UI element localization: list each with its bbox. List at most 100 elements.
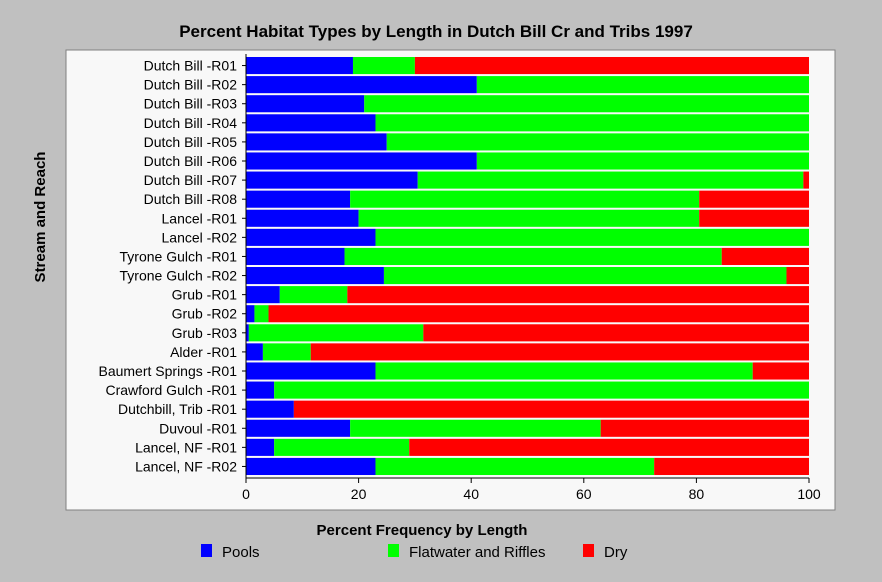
- y-tick-label: Dutch Bill -R03: [144, 96, 238, 112]
- y-tick-label: Baumert Springs -R01: [98, 363, 237, 379]
- bar-pools-0: [246, 57, 353, 75]
- y-tick-label: Dutch Bill -R02: [144, 77, 238, 93]
- bar-dry-6: [803, 171, 809, 189]
- legend-label-flatwater-and-riffles: Flatwater and Riffles: [409, 544, 545, 561]
- bar-flatwater-and-riffles-13: [254, 305, 269, 323]
- bar-pools-5: [246, 152, 477, 170]
- legend-swatch-pools: [201, 544, 212, 557]
- bar-flatwater-and-riffles-19: [350, 419, 601, 437]
- y-tick-label: Lancel, NF -R01: [135, 439, 237, 455]
- bar-dry-16: [752, 362, 809, 380]
- bar-flatwater-and-riffles-8: [358, 209, 700, 227]
- bar-pools-7: [246, 190, 351, 208]
- x-tick-label: 60: [576, 486, 592, 502]
- bar-dry-13: [268, 305, 809, 323]
- y-tick-label: Dutch Bill -R04: [144, 115, 238, 131]
- y-tick-label: Dutch Bill -R05: [144, 134, 238, 150]
- y-tick-label: Lancel, NF -R02: [135, 458, 237, 474]
- bar-pools-4: [246, 133, 387, 151]
- bar-flatwater-and-riffles-1: [476, 76, 809, 94]
- bar-flatwater-and-riffles-6: [417, 171, 804, 189]
- bar-dry-7: [699, 190, 809, 208]
- bar-dry-12: [347, 286, 809, 304]
- y-tick-label: Dutch Bill -R08: [144, 191, 238, 207]
- bar-pools-6: [246, 171, 418, 189]
- y-tick-label: Crawford Gulch -R01: [106, 382, 238, 398]
- bar-pools-12: [246, 286, 280, 304]
- bar-flatwater-and-riffles-7: [350, 190, 700, 208]
- legend-label-pools: Pools: [222, 544, 260, 561]
- y-tick-label: Lancel -R01: [162, 210, 238, 226]
- legend-swatch-flatwater-and-riffles: [388, 544, 399, 557]
- bar-flatwater-and-riffles-10: [344, 247, 722, 265]
- y-tick-label: Duvoul -R01: [159, 420, 237, 436]
- bar-flatwater-and-riffles-17: [274, 381, 809, 399]
- bar-flatwater-and-riffles-2: [364, 95, 809, 113]
- bar-flatwater-and-riffles-15: [262, 343, 311, 361]
- bar-flatwater-and-riffles-12: [279, 286, 348, 304]
- bar-pools-14: [246, 324, 249, 342]
- y-tick-label: Tyrone Gulch -R02: [120, 268, 238, 284]
- bar-dry-8: [699, 209, 809, 227]
- bar-pools-17: [246, 381, 275, 399]
- bar-pools-15: [246, 343, 263, 361]
- y-tick-labels: Dutch Bill -R01 Dutch Bill -R02 Dutch Bill…: [98, 58, 246, 474]
- bar-dry-21: [654, 457, 809, 475]
- bar-dry-0: [414, 57, 809, 75]
- x-tick-label: 20: [351, 486, 367, 502]
- bar-pools-19: [246, 419, 351, 437]
- y-tick-label: Alder -R01: [170, 344, 237, 360]
- bar-pools-9: [246, 228, 376, 246]
- bar-dry-20: [409, 438, 809, 456]
- x-tick-label: 40: [463, 486, 479, 502]
- x-axis-title: Percent Frequency by Length: [317, 522, 528, 539]
- y-tick-label: Dutch Bill -R07: [144, 172, 238, 188]
- x-tick-label: 100: [797, 486, 821, 502]
- bar-pools-20: [246, 438, 275, 456]
- bar-pools-18: [246, 400, 294, 418]
- bar-flatwater-and-riffles-11: [383, 267, 787, 285]
- bar-dry-11: [786, 267, 809, 285]
- bar-pools-1: [246, 76, 477, 94]
- chart-title: Percent Habitat Types by Length in Dutch…: [179, 22, 693, 41]
- bar-dry-15: [310, 343, 809, 361]
- bar-dry-19: [600, 419, 809, 437]
- bar-pools-13: [246, 305, 255, 323]
- bar-flatwater-and-riffles-20: [274, 438, 410, 456]
- y-tick-label: Dutch Bill -R01: [144, 58, 238, 74]
- plot-area: [246, 57, 810, 475]
- bar-pools-16: [246, 362, 376, 380]
- y-tick-label: Dutch Bill -R06: [144, 153, 238, 169]
- bar-flatwater-and-riffles-4: [386, 133, 809, 151]
- bar-pools-8: [246, 209, 359, 227]
- bar-flatwater-and-riffles-16: [375, 362, 753, 380]
- bar-flatwater-and-riffles-14: [248, 324, 424, 342]
- bar-flatwater-and-riffles-5: [476, 152, 809, 170]
- bar-pools-21: [246, 457, 376, 475]
- y-axis-title: Stream and Reach: [32, 152, 49, 283]
- x-axis: 0 20 40 60 80 100: [242, 54, 821, 502]
- y-tick-label: Tyrone Gulch -R01: [120, 248, 238, 264]
- x-tick-label: 80: [689, 486, 705, 502]
- bar-pools-10: [246, 247, 345, 265]
- bar-pools-2: [246, 95, 365, 113]
- legend-label-dry: Dry: [604, 544, 628, 561]
- bar-dry-18: [293, 400, 810, 418]
- bar-dry-10: [721, 247, 809, 265]
- legend: Pools Flatwater and Riffles Dry: [201, 544, 628, 561]
- legend-swatch-dry: [583, 544, 594, 557]
- bar-pools-3: [246, 114, 376, 132]
- y-tick-label: Grub -R01: [172, 287, 238, 303]
- x-tick-label: 0: [242, 486, 250, 502]
- bar-pools-11: [246, 267, 384, 285]
- y-tick-label: Grub -R02: [172, 306, 238, 322]
- y-tick-label: Lancel -R02: [162, 229, 238, 245]
- y-tick-label: Dutchbill, Trib -R01: [118, 401, 237, 417]
- bar-flatwater-and-riffles-9: [375, 228, 809, 246]
- bar-dry-14: [423, 324, 809, 342]
- bar-flatwater-and-riffles-21: [375, 457, 655, 475]
- bar-flatwater-and-riffles-3: [375, 114, 809, 132]
- y-tick-label: Grub -R03: [172, 325, 238, 341]
- bar-flatwater-and-riffles-0: [352, 57, 415, 75]
